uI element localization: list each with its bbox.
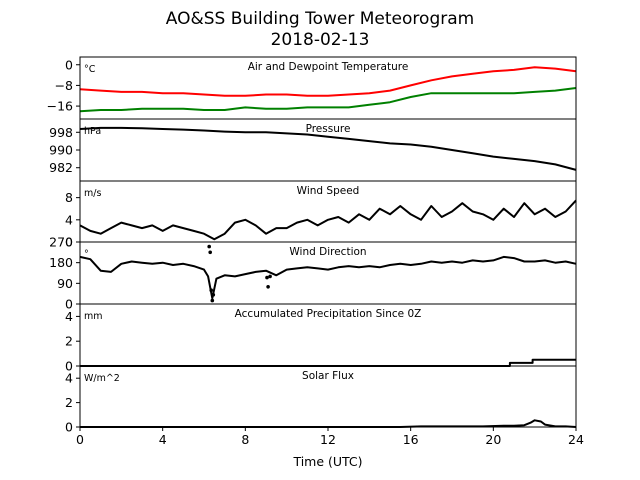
precipitation-unit-label: mm [84, 311, 103, 322]
solar-panel-title: Solar Flux [302, 370, 354, 382]
precipitation-panel-title: Accumulated Precipitation Since 0Z [235, 308, 422, 320]
precipitation-ytick-label: 2 [65, 334, 73, 349]
pressure-series-line [79, 126, 577, 171]
temperature-ytick-label: −8 [55, 78, 73, 93]
pressure-ytick-label: 982 [49, 160, 73, 175]
wind_speed-unit-label: m/s [84, 188, 101, 199]
x-tick-label: 4 [159, 432, 167, 447]
precipitation-ytick-label: 0 [65, 359, 73, 374]
pressure-panel-title: Pressure [306, 123, 351, 135]
panel-wind_direction: 270 180 90 0 ° Wind Direction [49, 235, 577, 312]
figure-title-line1: AO&SS Building Tower Meteorogram [166, 9, 474, 29]
wind_direction-point [211, 293, 216, 297]
solar-unit-label: W/m^2 [84, 373, 120, 384]
wind_direction-point [210, 298, 215, 303]
precipitation-series-line [80, 358, 576, 367]
x-tick-label: 24 [568, 432, 584, 447]
x-axis: 0 4 8 12 16 20 24 [76, 427, 584, 447]
pressure-ytick-label: 998 [49, 125, 73, 140]
pressure-ytick-label: 990 [49, 143, 73, 158]
x-tick-label: 0 [76, 432, 84, 447]
wind_direction-ytick-label: 90 [57, 276, 73, 291]
x-tick-label: 12 [320, 432, 336, 447]
figure-title-line2: 2018-02-13 [271, 30, 370, 50]
panels-group: 0−8−16°C Air and Dewpoint Temperature9989… [47, 56, 577, 435]
x-tick-label: 8 [241, 432, 249, 447]
temperature-ytick-label: −16 [47, 99, 73, 114]
x-tick-label: 20 [485, 432, 501, 447]
solar-series-line [80, 419, 577, 428]
wind_direction-ytick-label: 0 [65, 297, 73, 312]
wind_speed-series-line [79, 199, 577, 241]
wind_direction-unit-label: ° [84, 249, 89, 260]
solar-ytick-label: 4 [65, 371, 73, 386]
temperature-unit-label: °C [84, 64, 96, 75]
panel-precipitation: 4 2 0 mm Accumulated Precipitation Since 0Z [65, 303, 577, 374]
x-tick-label: 16 [403, 432, 419, 447]
wind_direction-point [208, 250, 212, 255]
wind_direction-point [265, 275, 269, 280]
wind_direction-point [266, 285, 270, 289]
solar-ytick-label: 0 [65, 420, 73, 435]
precipitation-ytick-label: 4 [65, 309, 73, 324]
wind_direction-point [207, 244, 211, 249]
wind_direction-point [209, 288, 213, 293]
panel-pressure: 998 990 982 hPa Pressure [49, 118, 577, 182]
panel-temperature: 0 −8 −16 °C Air and Dewpoint Temperature [47, 56, 577, 120]
wind_direction-ytick-label: 270 [49, 235, 73, 250]
wind_speed-ytick-label: 4 [65, 212, 73, 227]
wind_speed-ytick-label: 0 [65, 235, 73, 250]
wind_direction-point [268, 274, 272, 279]
temperature-series-line [79, 66, 577, 97]
panel-wind_speed: 8 4 0 m/s Wind Speed [65, 180, 577, 250]
wind_direction-panel-title: Wind Direction [289, 246, 366, 258]
solar-ytick-label: 2 [65, 395, 73, 410]
wind_speed-ytick-label: 8 [65, 190, 73, 205]
wind_direction-ytick-label: 180 [49, 255, 73, 270]
wind_direction-series-line [79, 255, 577, 300]
temperature-ytick-label: 0 [65, 57, 73, 72]
pressure-unit-label: hPa [84, 126, 101, 137]
panel-solar: 4 2 0 W/m^2 Solar Flux [65, 365, 577, 435]
temperature-series-line [79, 87, 577, 113]
temperature-panel-title: Air and Dewpoint Temperature [248, 61, 409, 73]
x-axis-label: Time (UTC) [292, 454, 362, 469]
wind_speed-panel-title: Wind Speed [297, 185, 360, 197]
